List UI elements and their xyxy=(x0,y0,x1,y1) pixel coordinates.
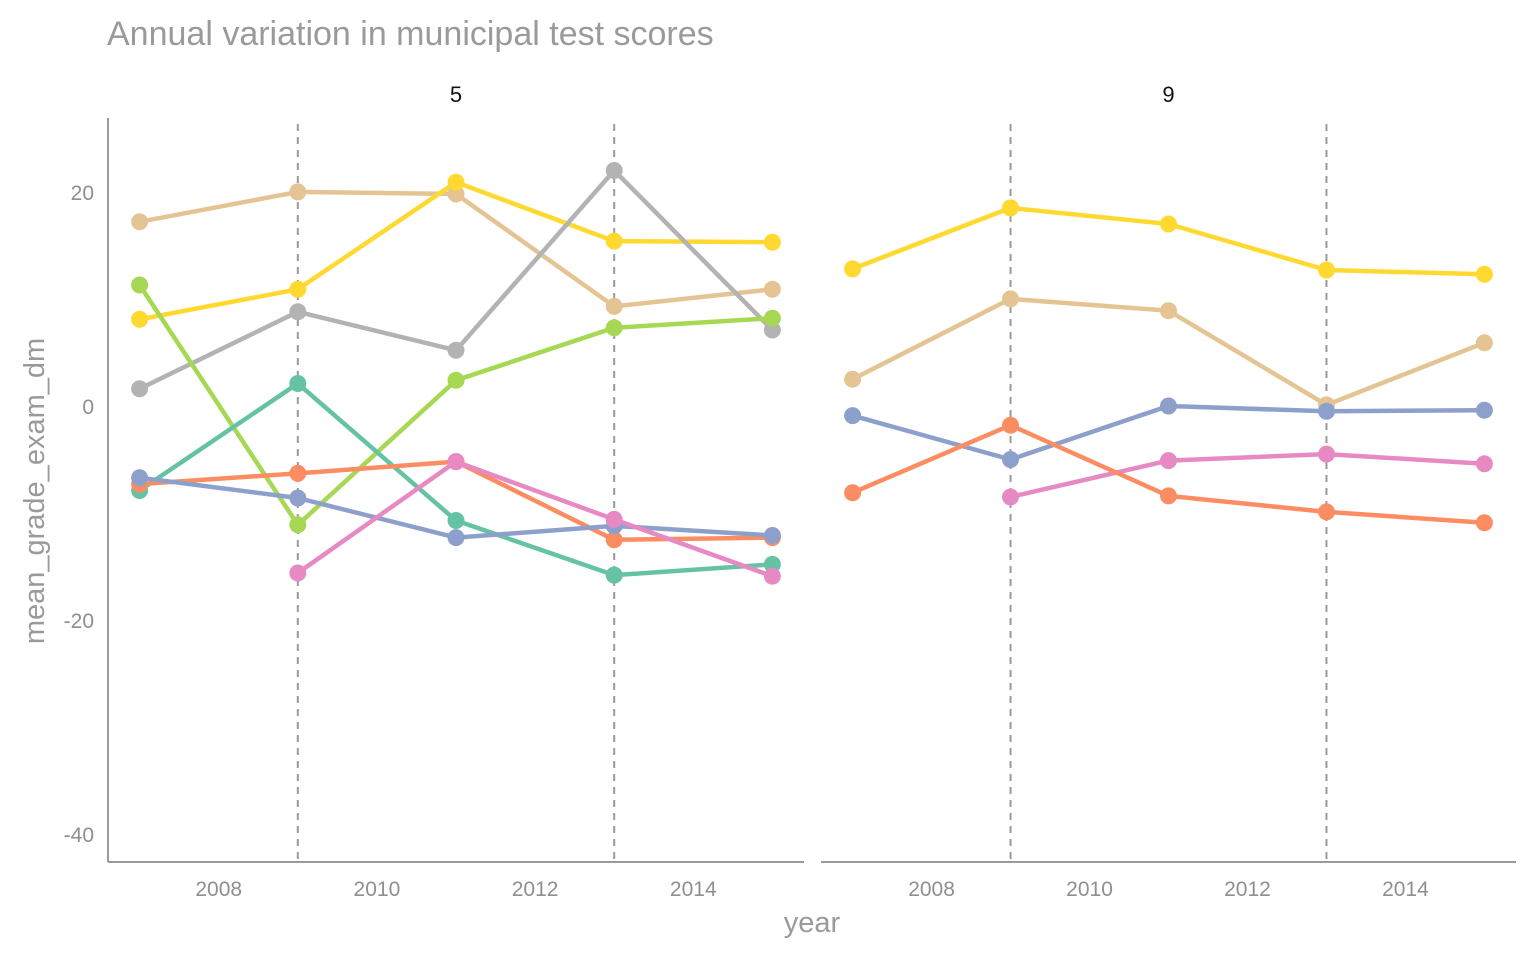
data-point xyxy=(844,370,862,388)
data-point xyxy=(763,233,781,251)
data-point xyxy=(763,555,781,573)
y-tick-label: -40 xyxy=(64,824,94,847)
y-axis-title: mean_grade_exam_dm xyxy=(19,338,51,644)
data-point xyxy=(1160,452,1177,470)
panel-5: 5 2008 2010 2012 2014 xyxy=(108,82,804,901)
data-point xyxy=(763,527,781,544)
data-point xyxy=(1475,334,1493,352)
data-point xyxy=(605,232,623,250)
x-tick-label: 2012 xyxy=(512,878,559,901)
data-point xyxy=(447,512,465,529)
data-point xyxy=(1002,290,1019,308)
data-point xyxy=(447,453,465,471)
data-point xyxy=(605,531,623,549)
panel-strip-label: 9 xyxy=(1162,82,1174,107)
x-tick-label: 2012 xyxy=(1224,878,1271,901)
x-axis-title: year xyxy=(784,907,841,939)
plot-area: 20 0 -20 -40 5 2008 2010 2012 2014 9 2008 2010 2012 2… xyxy=(64,82,1516,901)
panel-strip-label: 5 xyxy=(450,82,462,107)
data-point xyxy=(1475,455,1493,473)
y-tick-label: -20 xyxy=(64,610,94,633)
y-tick-label: 20 xyxy=(71,182,94,205)
data-point xyxy=(447,173,465,191)
data-point xyxy=(289,183,307,201)
series-line xyxy=(137,189,775,309)
data-point xyxy=(1160,397,1177,415)
data-point xyxy=(1160,487,1177,505)
series-line xyxy=(1008,451,1487,500)
data-point xyxy=(1475,401,1493,419)
data-point xyxy=(447,341,465,359)
data-point xyxy=(1002,451,1019,468)
data-point xyxy=(763,309,781,327)
data-point xyxy=(1002,416,1019,434)
data-point xyxy=(289,564,307,582)
data-point xyxy=(289,280,307,298)
data-point xyxy=(1002,488,1019,506)
data-point xyxy=(447,371,465,389)
data-point xyxy=(447,529,465,547)
data-point xyxy=(1002,199,1019,217)
data-point xyxy=(1475,514,1493,532)
panel-9: 9 2008 2010 2012 2014 xyxy=(821,82,1516,901)
data-point xyxy=(289,303,307,321)
data-point xyxy=(605,566,623,584)
data-point xyxy=(131,310,149,328)
data-point xyxy=(131,469,149,487)
data-point xyxy=(1160,302,1177,320)
data-point xyxy=(605,162,623,179)
data-point xyxy=(844,407,862,425)
data-point xyxy=(289,375,307,392)
data-point xyxy=(1318,261,1335,279)
x-tick-label: 2014 xyxy=(1382,878,1429,901)
data-point xyxy=(763,321,781,339)
series-line xyxy=(295,459,775,579)
x-tick-label: 2008 xyxy=(908,878,955,901)
data-point xyxy=(1318,445,1335,463)
data-point xyxy=(131,213,149,231)
data-point xyxy=(131,276,149,294)
data-point xyxy=(289,516,307,534)
data-point xyxy=(763,567,781,585)
y-tick-label: 0 xyxy=(82,396,94,419)
data-point xyxy=(605,297,623,315)
data-point xyxy=(1318,503,1335,521)
data-point xyxy=(447,185,465,203)
data-point xyxy=(1160,215,1177,233)
data-point xyxy=(1318,402,1335,420)
x-tick-label: 2010 xyxy=(1066,878,1113,901)
data-point xyxy=(605,510,623,528)
x-tick-label: 2010 xyxy=(354,878,401,901)
data-point xyxy=(289,489,307,507)
data-point xyxy=(605,319,623,337)
data-point xyxy=(131,380,149,398)
data-point xyxy=(763,280,781,298)
data-point xyxy=(844,260,862,278)
x-tick-label: 2008 xyxy=(195,878,242,901)
data-point xyxy=(289,464,307,482)
chart-title: Annual variation in municipal test score… xyxy=(107,15,714,53)
data-point xyxy=(1475,265,1493,283)
x-tick-label: 2014 xyxy=(670,878,717,901)
data-point xyxy=(844,484,862,502)
